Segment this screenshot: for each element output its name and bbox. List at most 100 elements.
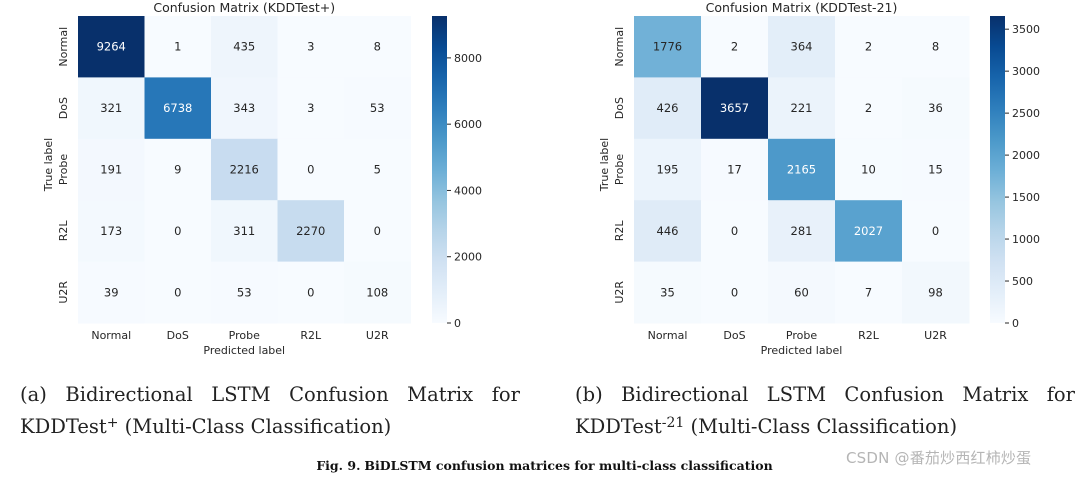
cell-value-label: 5 xyxy=(374,163,381,177)
x-axis-label: Predicted label xyxy=(203,344,285,357)
y-tick-label: Probe xyxy=(613,154,626,185)
colorbar xyxy=(432,16,447,323)
heatmap-cell xyxy=(768,138,836,201)
heatmap-cell xyxy=(211,77,278,140)
x-tick-label: DoS xyxy=(723,329,745,342)
cell-value-label: 35 xyxy=(660,285,675,299)
cell-value-label: 0 xyxy=(731,224,738,238)
cell-value-label: 0 xyxy=(374,224,381,238)
x-tick-label: R2L xyxy=(858,329,880,342)
x-tick-label: U2R xyxy=(366,329,389,342)
cell-value-label: 221 xyxy=(791,101,813,115)
x-tick-label: Normal xyxy=(91,329,131,342)
heatmap-cell xyxy=(634,138,702,201)
cell-value-label: 281 xyxy=(791,224,813,238)
cell-value-label: 1 xyxy=(174,40,181,54)
cell-value-label: 2270 xyxy=(296,224,325,238)
heatmap-cell xyxy=(902,77,970,140)
heatmap-cell xyxy=(211,200,278,263)
heatmap-cell xyxy=(78,261,145,324)
colorbar-tick-label: 2000 xyxy=(1012,149,1040,162)
heatmap-cell xyxy=(634,77,702,140)
cell-value-label: 426 xyxy=(657,101,679,115)
heatmap-cell xyxy=(768,200,836,263)
subcaption-a-label: (a) xyxy=(20,383,47,406)
chart-title: Confusion Matrix (KDDTest+) xyxy=(153,0,335,15)
colorbar-tick-label: 4000 xyxy=(454,184,482,197)
heatmap-cell xyxy=(78,200,145,263)
heatmap-cell xyxy=(344,261,411,324)
heatmap-cell xyxy=(144,77,212,140)
colorbar-tick-label: 500 xyxy=(1012,275,1033,288)
subcaption-a-sup: + xyxy=(106,415,119,431)
subcaption-b-sup: -21 xyxy=(661,415,685,431)
colorbar-tick-label: 1000 xyxy=(1012,233,1040,246)
heatmap-cell xyxy=(835,16,903,78)
heatmap-cell xyxy=(144,16,212,78)
cell-value-label: 435 xyxy=(233,40,255,54)
cell-value-label: 2165 xyxy=(787,163,816,177)
x-tick-label: R2L xyxy=(300,329,322,342)
cell-value-label: 8 xyxy=(374,40,381,54)
colorbar xyxy=(990,16,1005,323)
heatmap-cell xyxy=(277,261,345,324)
heatmap-cell xyxy=(277,138,345,201)
figure-caption-text: BiDLSTM confusion matrices for multi-cla… xyxy=(364,458,773,473)
heatmap-cell xyxy=(277,16,345,78)
heatmap-cell xyxy=(701,261,769,324)
confusion-matrix-kddtest-21: Confusion Matrix (KDDTest-21) 1776 2 364 2 8 4… xyxy=(598,0,1040,357)
colorbar-tick-label: 0 xyxy=(1012,317,1019,330)
cell-value-label: 3 xyxy=(307,40,314,54)
heatmap-cell xyxy=(211,16,278,78)
heatmap-cell xyxy=(144,138,212,201)
cell-value-label: 60 xyxy=(794,285,809,299)
heatmap-cell xyxy=(211,261,278,324)
colorbar-tick-label: 6000 xyxy=(454,118,482,131)
cell-value-label: 9264 xyxy=(97,40,126,54)
y-tick-label: R2L xyxy=(613,220,626,242)
heatmap-cell xyxy=(701,200,769,263)
heatmap-cell xyxy=(701,16,769,78)
cell-value-label: 0 xyxy=(307,163,314,177)
cell-value-label: 15 xyxy=(928,163,943,177)
cell-value-label: 6738 xyxy=(163,101,192,115)
subcaption-a: (a) Bidirectional LSTM Confusion Matrix … xyxy=(20,381,520,441)
heatmap-cell xyxy=(835,261,903,324)
cell-value-label: 195 xyxy=(657,163,679,177)
cell-value-label: 10 xyxy=(861,163,876,177)
heatmap-cell xyxy=(835,138,903,201)
heatmap-cell xyxy=(344,138,411,201)
x-tick-label: DoS xyxy=(167,329,189,342)
heatmap-cell xyxy=(78,138,145,201)
cell-value-label: 98 xyxy=(928,285,943,299)
heatmap-cell xyxy=(211,138,278,201)
cell-value-label: 17 xyxy=(727,163,742,177)
cell-value-label: 343 xyxy=(233,101,255,115)
y-tick-label: U2R xyxy=(613,281,626,304)
cell-value-label: 2216 xyxy=(230,163,259,177)
heatmap-cell xyxy=(78,16,145,78)
y-tick-label: Normal xyxy=(57,27,70,67)
y-tick-label: R2L xyxy=(57,220,70,242)
heatmap-cell xyxy=(902,261,970,324)
cell-value-label: 0 xyxy=(174,285,181,299)
x-axis-label: Predicted label xyxy=(761,344,843,357)
subcaption-a-end: (Multi-Class Classification) xyxy=(118,415,392,438)
y-tick-label: Normal xyxy=(613,27,626,67)
heatmap-cell xyxy=(768,16,836,78)
cell-value-label: 9 xyxy=(174,163,181,177)
cell-value-label: 2 xyxy=(865,40,872,54)
heatmap-cell xyxy=(902,200,970,263)
colorbar-tick-label: 1500 xyxy=(1012,191,1040,204)
cell-value-label: 7 xyxy=(865,285,872,299)
cell-value-label: 364 xyxy=(791,40,813,54)
heatmap-cell xyxy=(701,77,769,140)
heatmap-cell xyxy=(634,16,702,78)
x-tick-label: Normal xyxy=(648,329,688,342)
y-tick-label: DoS xyxy=(57,97,70,119)
heatmap-cell xyxy=(902,138,970,201)
heatmap-cell xyxy=(634,261,702,324)
subcaption-b-label: (b) xyxy=(575,383,603,406)
cell-value-label: 311 xyxy=(233,224,255,238)
cell-value-label: 0 xyxy=(731,285,738,299)
